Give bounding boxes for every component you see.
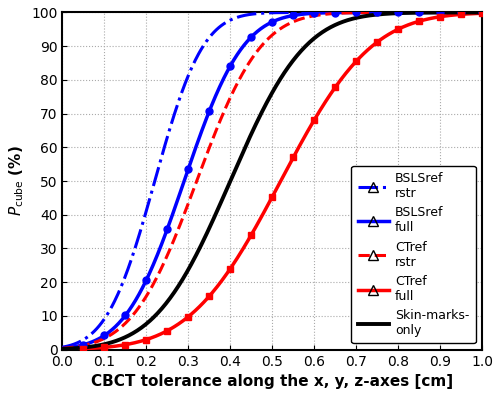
Y-axis label: $P_{\mathrm{cube}}$ (%): $P_{\mathrm{cube}}$ (%) xyxy=(7,146,26,217)
X-axis label: CBCT tolerance along the x, y, z-axes [cm]: CBCT tolerance along the x, y, z-axes [c… xyxy=(91,374,454,389)
Legend: BSLSref
rstr, BSLSref
full, CTref
rstr, CTref
full, Skin-marks-
only: BSLSref rstr, BSLSref full, CTref rstr, … xyxy=(352,166,476,343)
